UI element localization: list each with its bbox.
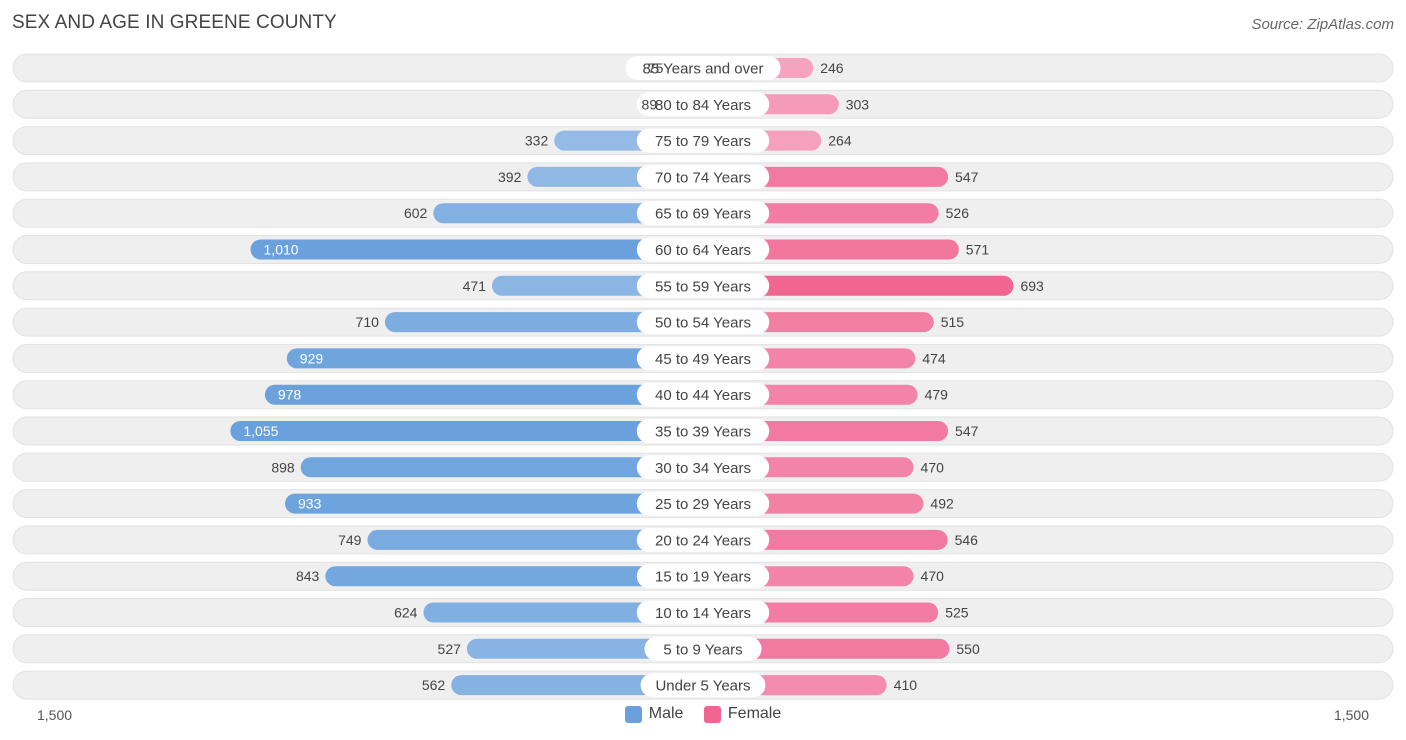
category-label: 15 to 19 Years [655,569,751,586]
category-label: 5 to 9 Years [663,641,742,658]
category-label: 40 to 44 Years [655,387,751,404]
category-label: 10 to 14 Years [655,605,751,622]
category-label-bg [636,527,770,552]
male-value-label: 392 [498,169,522,185]
category-label: 45 to 49 Years [655,351,751,368]
legend-item-male[interactable]: Male [624,705,684,723]
male-value-label: 933 [298,496,322,512]
female-value-label: 303 [846,96,870,112]
female-value-label: 526 [946,205,970,221]
female-value-label: 492 [930,496,954,512]
category-label: 50 to 54 Years [655,315,751,332]
category-label: 55 to 59 Years [655,278,751,295]
male-value-label: 843 [296,568,320,584]
category-label: 75 to 79 Years [655,133,751,150]
category-label: Under 5 Years [655,678,750,695]
category-label-bg [636,419,770,443]
male-value-label: 602 [404,205,428,221]
female-bar [703,638,950,659]
male-bar [384,312,703,333]
male-bar [230,421,704,441]
male-bar [250,239,703,260]
female-value-label: 546 [955,532,979,548]
male-value-label: 471 [463,278,487,294]
female-value-label: 547 [955,423,979,439]
legend: Male Female [0,705,1406,728]
legend-female-label: Female [727,705,782,722]
axis-right-label: 1,500 [1333,707,1369,723]
category-label-bg [636,346,770,371]
male-value-label: 929 [300,350,324,366]
category-label: 70 to 74 Years [655,169,751,186]
category-label-bg [636,237,770,262]
female-value-label: 547 [955,169,979,185]
category-label-bg [636,201,770,226]
female-value-label: 479 [925,387,949,403]
category-label-bg [636,455,770,480]
male-value-label: 89 [642,96,658,112]
male-value-label: 978 [278,387,302,403]
category-label-bg [636,128,770,153]
female-value-label: 410 [894,677,918,693]
axis-left-label: 1,500 [37,707,73,723]
male-bar [451,675,703,696]
legend-item-female[interactable]: Female [703,705,782,723]
male-value-label: 710 [356,314,380,330]
category-label-bg [636,491,770,516]
male-bar [286,348,703,369]
category-label: 30 to 34 Years [655,460,751,477]
male-swatch [624,705,642,723]
category-label-bg [636,273,770,298]
female-value-label: 470 [921,459,945,475]
female-value-label: 571 [966,242,990,258]
male-value-label: 562 [422,677,446,693]
male-bar [325,566,703,587]
category-label: 85 Years and over [643,61,764,78]
legend-male-label: Male [648,705,684,722]
female-swatch [703,705,721,723]
category-label-bg [636,564,770,589]
chart-title: SEX AND AGE IN GREENE COUNTY [12,12,337,33]
category-label-bg [640,673,766,698]
female-bar [703,275,1014,296]
male-bar [433,203,703,224]
male-value-label: 527 [438,641,462,657]
female-value-label: 246 [820,60,844,76]
male-bar [264,384,703,405]
female-value-label: 693 [1020,278,1044,294]
male-bar [466,638,703,659]
male-value-label: 332 [525,133,549,149]
male-bar [423,602,703,623]
female-value-label: 264 [828,133,852,149]
category-label-bg [644,636,762,661]
category-label-bg [636,382,770,407]
female-value-label: 515 [941,314,965,330]
male-bar [300,457,703,478]
category-label: 80 to 84 Years [655,97,751,114]
male-value-label: 898 [271,459,295,475]
category-label: 20 to 24 Years [655,532,751,549]
male-bar [285,493,703,514]
female-value-label: 474 [922,350,946,366]
male-value-label: 75 [648,60,664,76]
male-value-label: 1,055 [243,423,278,439]
category-label: 60 to 64 Years [655,242,751,259]
category-label: 65 to 69 Years [655,206,751,223]
source-note: Source: ZipAtlas.com [1251,16,1394,33]
male-value-label: 749 [338,532,362,548]
male-bar [367,529,703,550]
category-label-bg [636,164,770,189]
category-label-bg [636,310,770,335]
category-label-bg [636,600,770,625]
female-value-label: 525 [945,605,969,621]
male-value-label: 624 [394,605,418,621]
category-label-bg [636,92,770,117]
category-label: 25 to 29 Years [655,496,751,513]
female-value-label: 470 [921,568,945,584]
category-label: 35 to 39 Years [655,424,751,441]
male-value-label: 1,010 [264,242,299,258]
female-value-label: 550 [956,641,980,657]
category-label-bg [625,56,781,80]
